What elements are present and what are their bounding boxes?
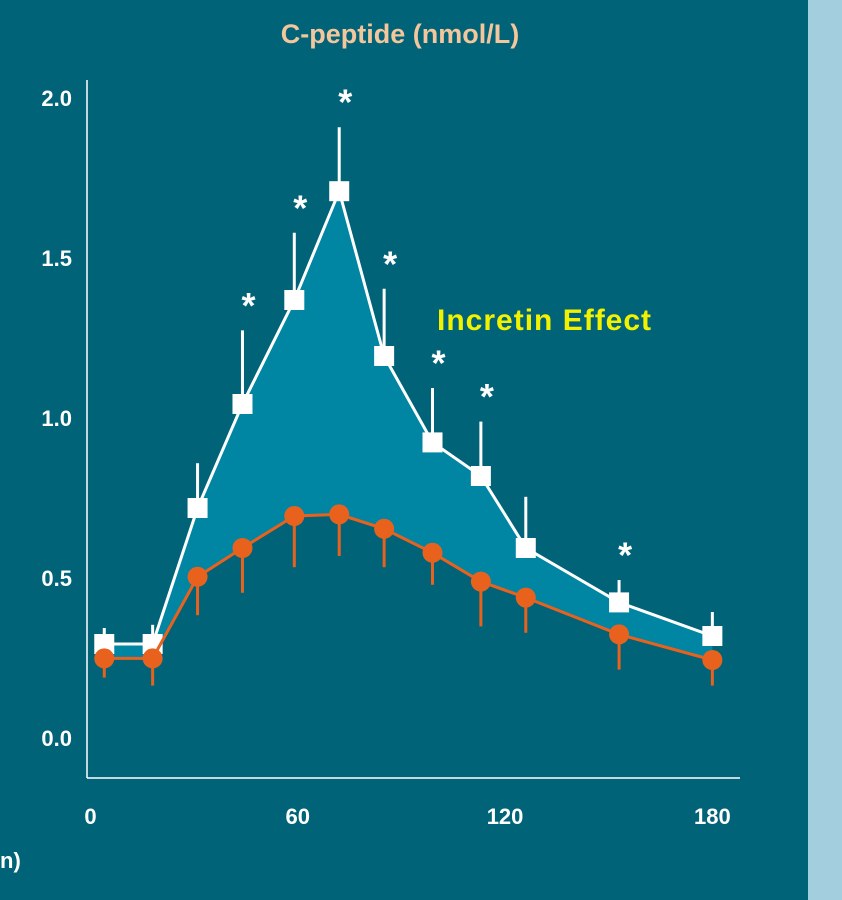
marker [374,518,395,539]
marker [470,466,491,486]
y-tick-label: 0.5 [41,566,72,591]
significance-label: * [383,243,397,284]
side-strip [808,0,842,900]
significance-label: * [618,535,632,576]
x-tick-label: 120 [487,804,524,829]
marker [422,432,443,453]
significance-label: * [293,187,307,228]
x-tick-label: 60 [286,804,310,829]
marker [609,592,630,613]
y-tick-label: 0.0 [41,726,72,751]
marker [515,538,536,558]
marker [187,498,208,518]
y-tick-label: 1.5 [41,246,72,271]
marker [284,506,305,526]
x-tick-label: 0 [84,804,96,829]
marker [329,504,350,525]
y-tick-label: 1.0 [41,406,72,431]
significance-label: * [480,376,494,417]
significance-label: * [431,343,445,384]
marker [94,634,115,654]
marker [422,542,443,563]
chart-title: C-peptide (nmol/L) [281,19,519,49]
incretin-area [104,191,713,660]
significance-label: * [241,285,255,326]
significance-label: * [338,82,352,123]
x-axis-label: n) [0,848,21,873]
series-line [104,186,713,646]
marker [702,626,723,646]
marker [187,566,208,587]
marker [232,538,253,558]
annotation: Incretin Effect [437,304,652,337]
marker [609,624,630,645]
series-line [104,512,713,662]
x-tick-label: 180 [694,804,731,829]
marker [284,290,305,310]
marker [142,648,163,669]
marker [94,648,115,669]
marker [374,346,395,366]
marker [702,650,723,670]
marker [470,571,491,592]
y-tick-label: 2.0 [41,86,72,111]
marker [232,394,253,414]
marker [329,181,350,202]
marker [515,587,536,608]
